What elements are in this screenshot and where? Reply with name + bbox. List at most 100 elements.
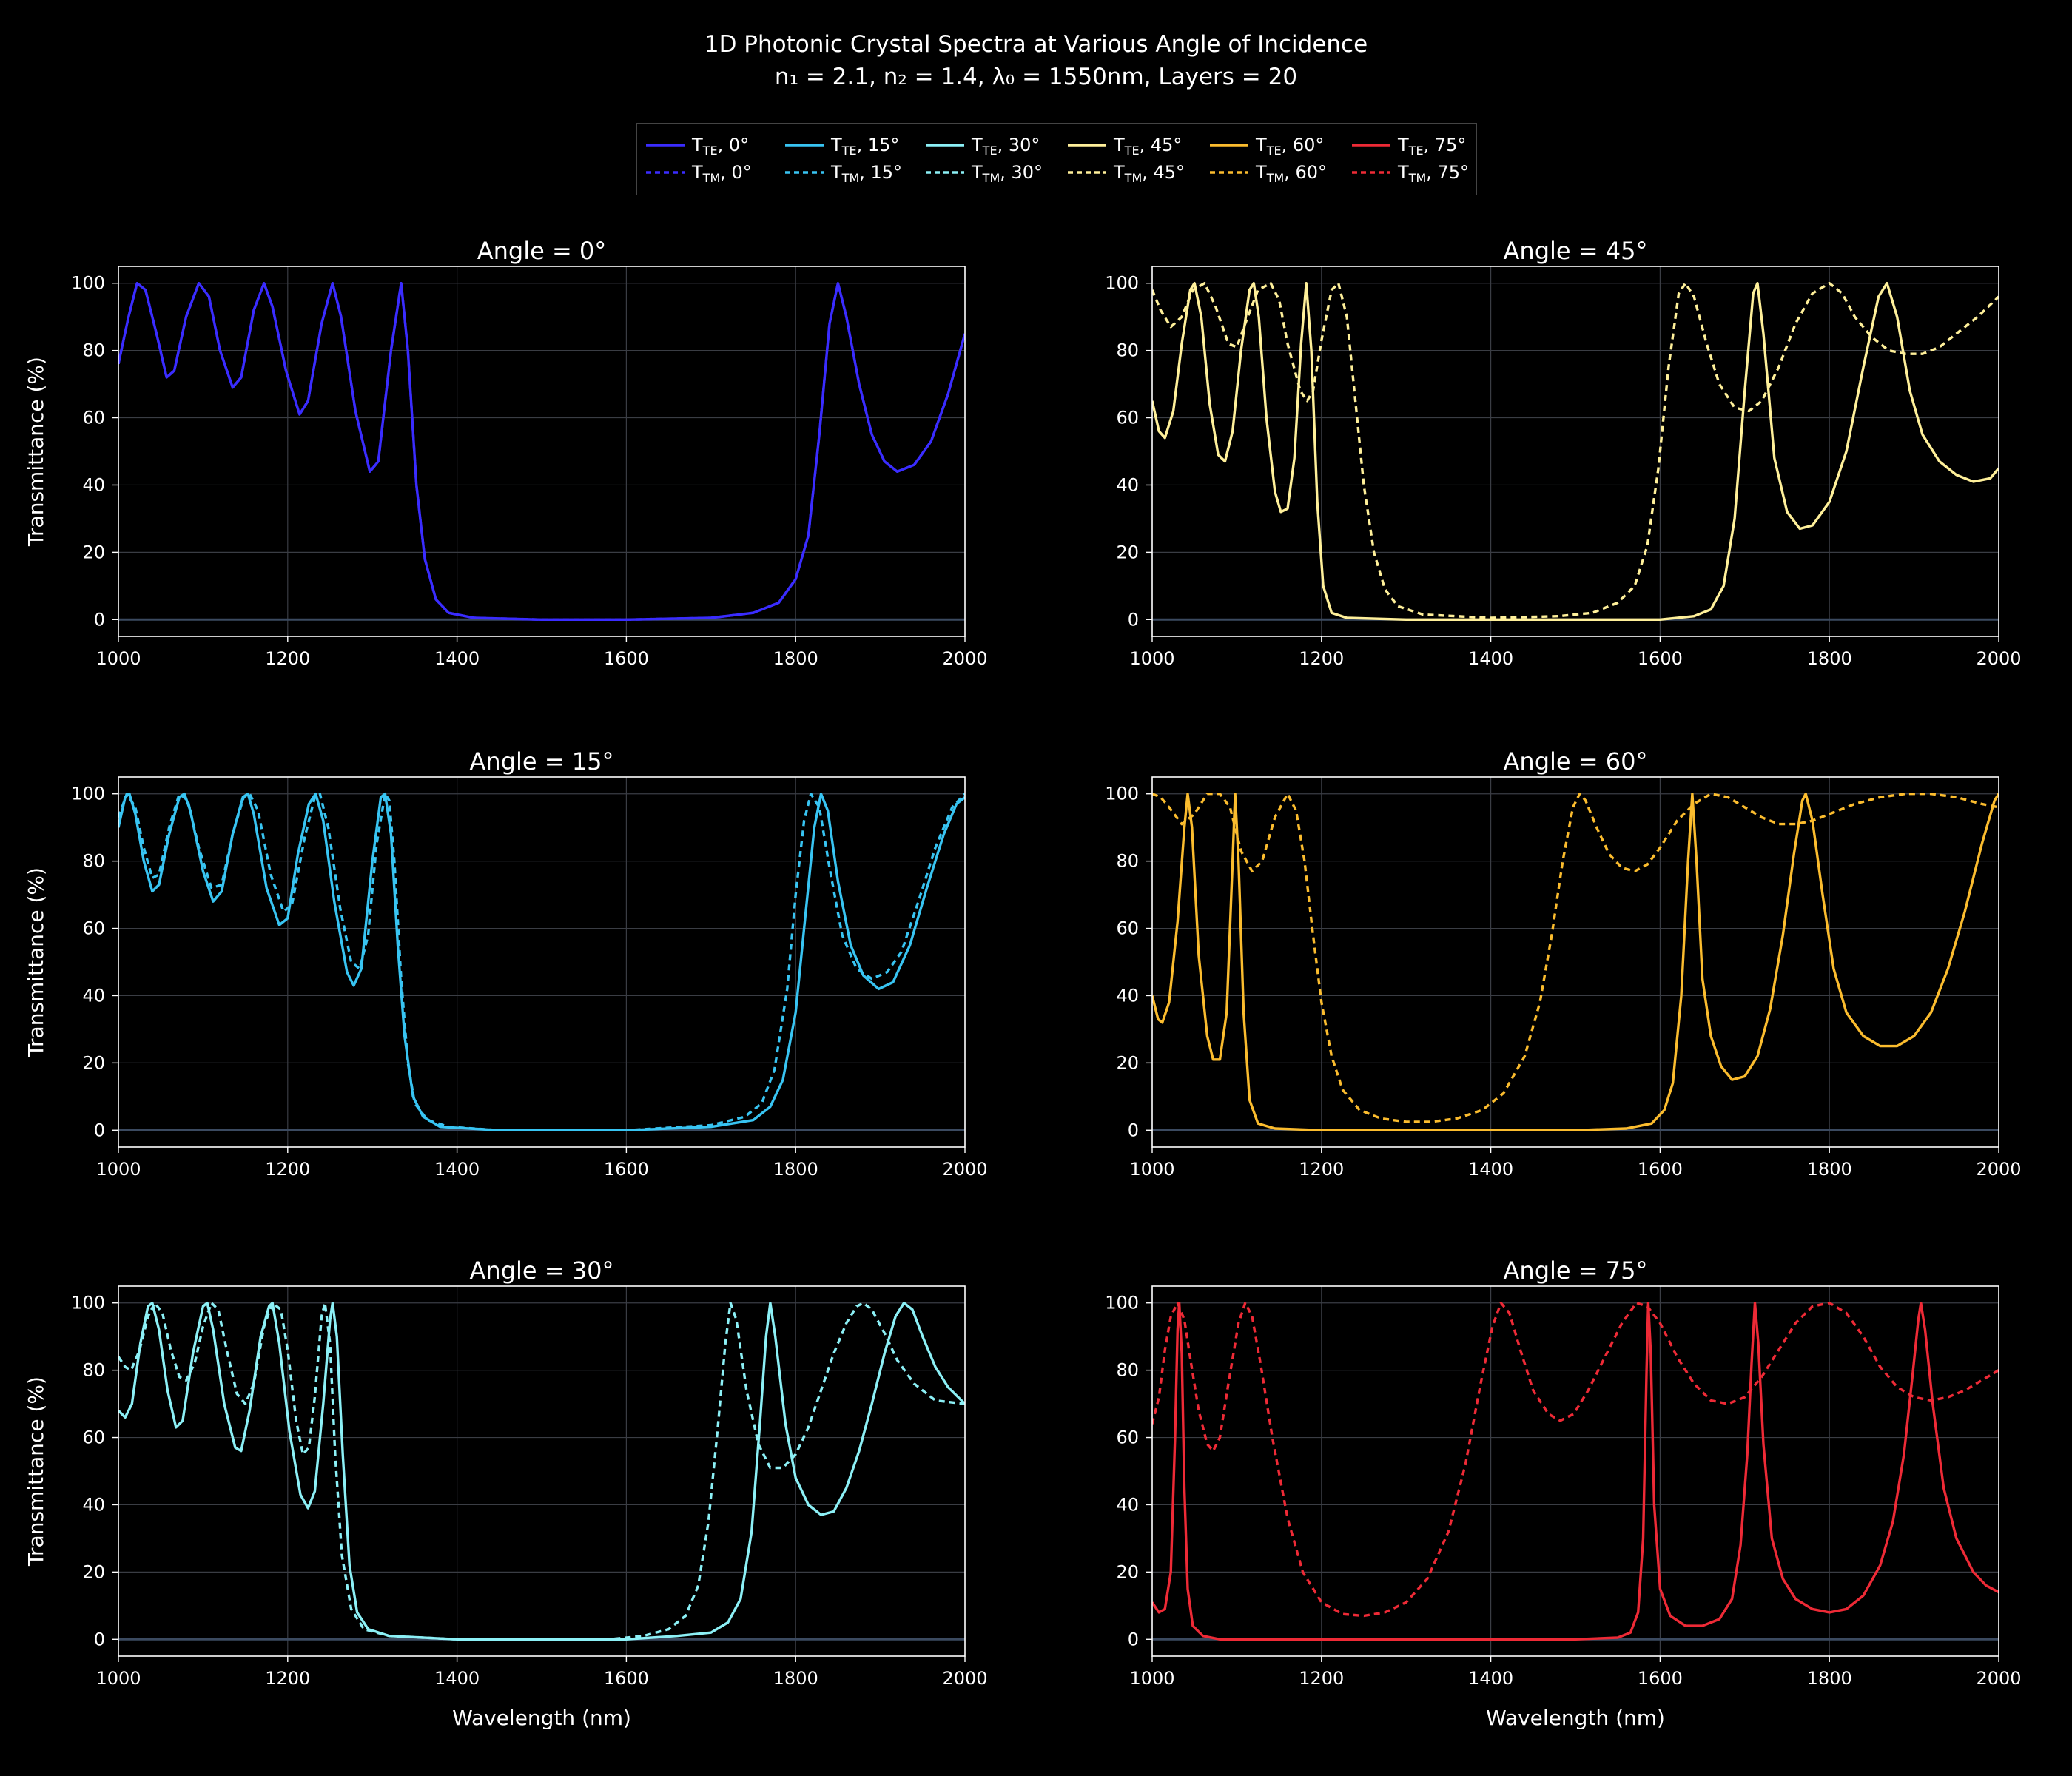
figure-title: 1D Photonic Crystal Spectra at Various A…	[0, 28, 2072, 93]
x-tick-label: 1600	[1638, 1159, 1683, 1180]
legend-swatch	[646, 171, 684, 174]
y-tick-label: 40	[82, 985, 105, 1006]
x-tick-label: 1600	[1638, 648, 1683, 669]
legend-swatch	[926, 171, 964, 174]
legend-label: TTE, 75°	[1398, 135, 1467, 158]
plot-frame	[118, 776, 966, 1148]
y-tick-label: 80	[1116, 340, 1139, 361]
x-tick-label: 2000	[942, 648, 987, 669]
legend-swatch	[785, 171, 824, 174]
x-axis-label: Wavelength (nm)	[452, 1706, 631, 1730]
legend-label: TTM, 75°	[1398, 162, 1470, 185]
y-tick-label: 20	[82, 1561, 105, 1582]
y-tick-label: 0	[94, 609, 105, 630]
y-axis-label: Transmittance (%)	[24, 867, 48, 1057]
x-tick-label: 2000	[1976, 1159, 2021, 1180]
subplot-title: Angle = 15°	[470, 747, 614, 776]
subplot-3: 1000 1200 1400 1600 1800 2000 0 20 40 60 80 100 Angl…	[1105, 747, 2021, 1180]
y-tick-label: 60	[1116, 1427, 1139, 1448]
y-tick-label: 20	[1116, 1052, 1139, 1073]
legend-label: TTE, 0°	[692, 135, 750, 158]
y-axis-label: Transmittance (%)	[24, 1376, 48, 1567]
subplot-2: 1000 1200 1400 1600 1800 2000 0 20 40 60 80 100 Angl…	[24, 747, 988, 1180]
x-tick-label: 1800	[1807, 1159, 1852, 1180]
legend-swatch	[785, 144, 824, 147]
y-tick-label: 80	[82, 340, 105, 361]
x-tick-label: 1400	[1468, 648, 1513, 669]
x-tick-label: 1800	[773, 1159, 818, 1180]
x-tick-label: 1200	[265, 648, 310, 669]
x-tick-label: 1400	[1468, 1159, 1513, 1180]
x-tick-label: 1000	[95, 1668, 141, 1689]
y-tick-label: 20	[82, 1052, 105, 1073]
x-tick-label: 1800	[773, 1668, 818, 1689]
y-tick-label: 40	[1116, 985, 1139, 1006]
subplot-5: 1000 1200 1400 1600 1800 2000 0 20 40 60 80 100 Angl…	[1105, 1257, 2021, 1730]
y-tick-label: 0	[1128, 1120, 1139, 1140]
y-tick-label: 100	[71, 784, 105, 804]
legend-swatch	[926, 144, 964, 147]
subplot-title: Angle = 30°	[470, 1257, 614, 1285]
legend-swatch	[1352, 144, 1390, 147]
plot-frame	[1151, 776, 1999, 1148]
y-tick-label: 80	[82, 1360, 105, 1381]
series-line-te	[1152, 793, 1999, 1131]
x-tick-label: 1600	[604, 1159, 649, 1180]
x-tick-label: 1000	[1129, 1159, 1174, 1180]
y-tick-label: 40	[1116, 1494, 1139, 1515]
legend-label: TTM, 60°	[1256, 162, 1328, 185]
plot-frame	[118, 266, 966, 637]
legend-label: TTE, 15°	[831, 135, 900, 158]
y-tick-label: 60	[82, 918, 105, 939]
x-tick-label: 2000	[1976, 1668, 2021, 1689]
series-line-te	[1152, 282, 1999, 621]
x-tick-label: 1200	[1299, 648, 1344, 669]
x-tick-label: 1800	[1807, 648, 1852, 669]
legend-label: TTM, 0°	[692, 162, 752, 185]
x-tick-label: 2000	[942, 1159, 987, 1180]
x-tick-label: 1400	[434, 648, 480, 669]
legend-swatch	[646, 144, 684, 147]
subplot-1: 1000 1200 1400 1600 1800 2000 0 20 40 60 80 100 Angl…	[1105, 237, 2021, 669]
legend-label: TTE, 45°	[1114, 135, 1183, 158]
legend-label: TTE, 60°	[1256, 135, 1325, 158]
figure-title-line1: 1D Photonic Crystal Spectra at Various A…	[704, 31, 1368, 58]
subplot-title: Angle = 60°	[1504, 747, 1648, 776]
legend-swatch	[1068, 144, 1106, 147]
y-tick-label: 0	[1128, 609, 1139, 630]
y-tick-label: 40	[82, 474, 105, 495]
x-tick-label: 1000	[1129, 1668, 1174, 1689]
y-tick-label: 60	[1116, 408, 1139, 428]
x-tick-label: 1000	[95, 648, 141, 669]
x-tick-label: 1200	[265, 1668, 310, 1689]
x-tick-label: 1000	[95, 1159, 141, 1180]
x-tick-label: 1000	[1129, 648, 1174, 669]
legend: TTE, 0° TTE, 15° TTE, 30° TTE, 45° TTE, 60° T…	[636, 123, 1477, 195]
x-tick-label: 1600	[604, 648, 649, 669]
figure-title-line2: n₁ = 2.1, n₂ = 1.4, λ₀ = 1550nm, Layers …	[774, 64, 1298, 90]
x-tick-label: 1600	[1638, 1668, 1683, 1689]
plot-frame	[1151, 1285, 1999, 1657]
series-line-te	[118, 793, 965, 1131]
subplot-0: 1000 1200 1400 1600 1800 2000 0 20 40 60 80 100 Angl…	[24, 237, 988, 669]
y-tick-label: 80	[1116, 851, 1139, 872]
x-tick-label: 1800	[1807, 1668, 1852, 1689]
x-tick-label: 1200	[265, 1159, 310, 1180]
x-tick-label: 1800	[773, 648, 818, 669]
y-tick-label: 0	[94, 1120, 105, 1140]
y-tick-label: 20	[82, 542, 105, 562]
y-tick-label: 40	[82, 1494, 105, 1515]
y-tick-label: 0	[94, 1629, 105, 1649]
x-tick-label: 2000	[1976, 648, 2021, 669]
series-line-tm	[1152, 282, 1999, 619]
x-tick-label: 1400	[1468, 1668, 1513, 1689]
legend-swatch	[1210, 171, 1248, 174]
legend-label: TTM, 45°	[1114, 162, 1185, 185]
x-tick-label: 1200	[1299, 1668, 1344, 1689]
y-tick-label: 20	[1116, 542, 1139, 562]
legend-label: TTE, 30°	[972, 135, 1040, 158]
subplot-title: Angle = 45°	[1504, 237, 1648, 265]
x-tick-label: 1400	[434, 1668, 480, 1689]
plot-frame	[1151, 266, 1999, 637]
plot-frame	[118, 1285, 966, 1657]
